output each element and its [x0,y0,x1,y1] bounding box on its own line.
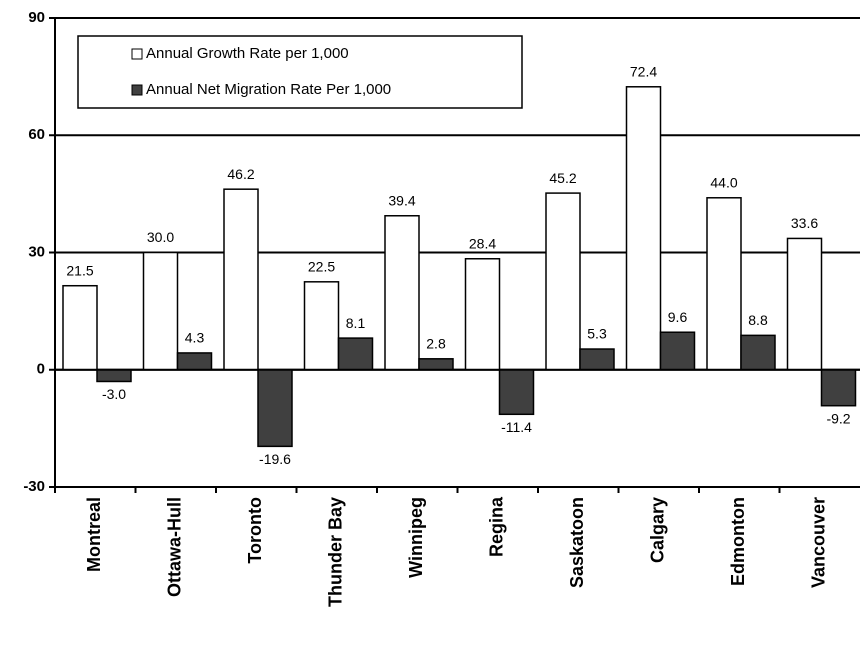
value-label: 30.0 [147,229,174,245]
x-tick-label: Montreal [84,497,104,572]
axes [49,17,860,493]
legend-label: Annual Net Migration Rate Per 1,000 [146,81,391,98]
value-label: -19.6 [259,451,291,467]
x-tick-label: Winnipeg [406,497,426,578]
value-label: 45.2 [549,170,576,186]
bar [786,237,823,371]
value-label: 2.8 [426,336,446,352]
value-label: 72.4 [630,63,657,79]
value-label: 39.4 [388,192,415,208]
value-label: 44.0 [710,174,737,190]
y-tick-label: 60 [28,126,45,143]
bar [706,197,742,371]
value-label: 5.3 [587,326,607,342]
x-tick-label: Ottawa-Hull [165,497,185,597]
y-tick-label: 90 [28,9,45,26]
y-tick-label: 0 [37,361,45,378]
bar [498,369,535,416]
bar [545,192,581,371]
value-label: -11.4 [501,419,532,435]
labels: -30 0 30 60 90 Montreal 21.5 -3.0 Ottawa-Hull 30.… [23,9,850,607]
y-tick-label: 30 [28,243,45,260]
bar [337,337,374,371]
y-tick-label: -30 [23,478,45,495]
bar [820,369,857,407]
bar [740,334,776,371]
bar [418,358,454,371]
value-label: 22.5 [308,259,335,275]
bar [142,251,179,371]
value-label: 28.4 [469,235,496,251]
bar [176,352,213,371]
bar [223,188,259,371]
legend-swatch [131,84,143,96]
bar [464,258,501,371]
value-label: 8.1 [346,315,366,331]
x-tick-label: Toronto [245,497,265,564]
bar [625,86,662,371]
legend-label: Annual Growth Rate per 1,000 [146,45,349,62]
legend-box [77,35,523,109]
value-label: 33.6 [791,215,818,231]
x-tick-label: Calgary [648,497,668,563]
value-label: 46.2 [227,166,254,182]
value-label: -3.0 [102,386,126,402]
x-tick-label: Saskatoon [567,497,587,588]
bar [659,331,696,371]
bar [62,284,98,371]
bars [62,86,857,448]
bar [303,281,340,371]
x-tick-label: Edmonton [728,497,748,586]
value-label: 9.6 [668,309,688,325]
value-label: -9.2 [826,410,850,426]
bar [384,215,420,371]
bar [96,369,132,383]
bar [579,348,615,371]
legend: Annual Growth Rate per 1,000 Annual Net M… [77,35,523,109]
value-label: 8.8 [748,312,768,328]
x-tick-label: Thunder Bay [326,497,346,607]
x-tick-label: Vancouver [809,497,829,588]
x-tick-label: Regina [487,496,507,557]
value-label: 21.5 [66,262,93,278]
legend-swatch [131,48,143,60]
value-label: 4.3 [185,330,205,346]
bar [257,369,293,448]
